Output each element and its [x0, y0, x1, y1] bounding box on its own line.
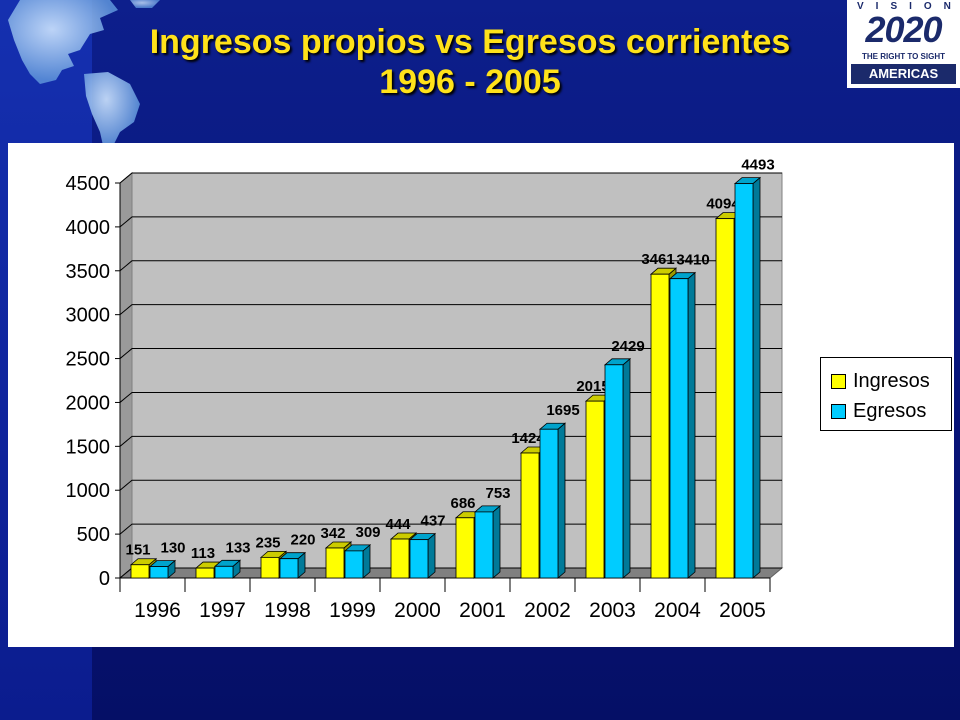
bar-egresos-side: [557, 422, 566, 579]
data-label-ingresos: 444: [385, 516, 411, 533]
bar-ingresos: [455, 517, 475, 579]
bar-egresos-side: [492, 505, 501, 579]
y-tick-label: 2000: [66, 392, 111, 414]
legend-label-egresos: Egresos: [853, 399, 927, 422]
legend-item-ingresos: Ingresos: [831, 369, 930, 393]
legend-label-ingresos: Ingresos: [853, 369, 930, 392]
chart-legend: Ingresos Egresos: [820, 357, 952, 431]
logo-region: AMERICAS: [851, 64, 956, 84]
data-label-ingresos: 342: [320, 525, 345, 542]
x-tick-label: 1999: [329, 599, 376, 622]
data-label-ingresos: 2015: [576, 378, 609, 395]
bar-egresos: [539, 428, 559, 579]
data-label-ingresos: 3461: [641, 251, 674, 268]
data-label-egresos: 3410: [676, 252, 709, 269]
data-label-ingresos: 235: [255, 534, 280, 551]
x-tick-label: 2003: [589, 599, 636, 622]
bar-egresos: [604, 364, 624, 579]
data-label-ingresos: 686: [450, 495, 475, 512]
data-label-egresos: 130: [160, 540, 185, 557]
grid-line: [119, 260, 782, 272]
bar-egresos: [669, 278, 689, 579]
y-tick-label: 0: [99, 568, 110, 590]
x-tick-label: 2001: [459, 599, 506, 622]
bar-ingresos: [195, 567, 215, 579]
y-tick-label: 3000: [66, 305, 111, 327]
logo-tagline: THE RIGHT TO SIGHT: [862, 52, 945, 61]
vision-2020-logo: VISION 2020 THE RIGHT TO SIGHT AMERICAS: [847, 0, 960, 88]
bar-ingresos: [130, 564, 150, 579]
bar-egresos: [214, 565, 234, 579]
bar-ingresos: [520, 452, 540, 579]
x-tick-label: 2000: [394, 599, 441, 622]
bar-egresos: [149, 566, 169, 579]
title-line-2: 1996 - 2005: [379, 63, 561, 101]
x-tick-label: 2004: [654, 599, 701, 622]
data-label-ingresos: 151: [125, 542, 150, 559]
y-tick-label: 1500: [66, 436, 111, 458]
logo-vision-text: VISION: [857, 1, 960, 12]
x-tick-label: 2005: [719, 599, 766, 622]
plot-side-wall: [119, 171, 133, 580]
data-label-egresos: 437: [420, 513, 445, 530]
legend-swatch-ingresos: [831, 373, 846, 389]
bar-ingresos: [585, 400, 605, 579]
bar-egresos-side: [752, 176, 761, 579]
y-tick-label: 2500: [66, 349, 111, 371]
grid-line: [119, 391, 782, 403]
data-label-egresos: 133: [225, 539, 250, 556]
grid-line: [119, 216, 782, 228]
bar-egresos-side: [687, 271, 696, 579]
bar-ingresos: [325, 547, 345, 579]
y-tick-label: 4000: [66, 217, 111, 239]
chart-panel: 0 500 1000 1500 2000 2500 3000 3500 4000 4500 1996…: [8, 143, 954, 647]
data-label-ingresos: 1424: [511, 430, 545, 447]
data-label-ingresos: 4094: [706, 196, 740, 213]
y-tick-label: 4500: [66, 173, 111, 195]
bar-ingresos: [390, 538, 410, 579]
x-tick-label: 1996: [134, 599, 181, 622]
y-tick-label: 500: [77, 524, 110, 546]
legend-swatch-egresos: [831, 403, 846, 419]
bar-egresos: [409, 539, 429, 579]
bar-egresos-side: [427, 532, 436, 579]
bar-egresos: [344, 550, 364, 579]
legend-item-egresos: Egresos: [831, 399, 926, 423]
data-label-egresos: 309: [355, 524, 380, 541]
grid-line: [119, 304, 782, 316]
bar-chart: 0 500 1000 1500 2000 2500 3000 3500 4000 4500 1996…: [66, 157, 784, 622]
grid-line: [119, 348, 782, 359]
globe-icon: [8, 0, 160, 150]
bar-egresos: [734, 183, 754, 579]
bar-ingresos: [260, 556, 280, 579]
y-tick-label: 1000: [66, 480, 111, 502]
data-label-egresos: 1695: [546, 402, 579, 419]
y-tick-label: 3500: [66, 261, 111, 283]
grid-line: [119, 172, 782, 184]
data-label-egresos: 753: [485, 485, 510, 502]
slide-title: Ingresos propios vs Egresos corrientes 1…: [95, 22, 845, 102]
bar-ingresos: [715, 218, 735, 579]
bar-ingresos: [650, 273, 670, 579]
bar-egresos: [474, 511, 494, 579]
title-line-1: Ingresos propios vs Egresos corrientes: [149, 23, 791, 61]
logo-number: 2020: [865, 9, 942, 50]
data-label-egresos: 4493: [741, 157, 774, 174]
data-label-ingresos: 113: [191, 545, 215, 562]
data-label-egresos: 220: [290, 532, 315, 549]
bar-egresos: [279, 558, 299, 579]
x-tick-label: 1998: [264, 599, 311, 622]
x-tick-label: 2002: [524, 599, 571, 622]
data-label-egresos: 2429: [611, 338, 644, 355]
bar-egresos-side: [622, 357, 631, 579]
x-tick-label: 1997: [199, 599, 246, 622]
